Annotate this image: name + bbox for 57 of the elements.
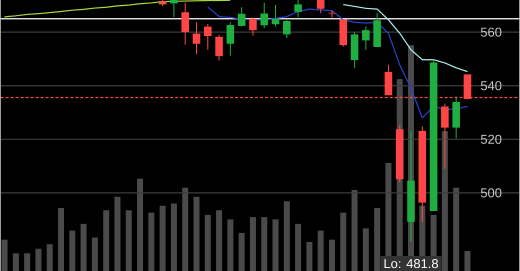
bar <box>35 248 42 271</box>
candlestick <box>249 16 257 36</box>
bar <box>328 240 335 271</box>
bar <box>453 188 460 271</box>
candlestick <box>384 64 392 96</box>
bar <box>284 201 290 271</box>
y-tick-label: 540 <box>480 80 502 90</box>
y-tick-label: 500 <box>480 188 502 198</box>
bar <box>148 212 154 271</box>
candlestick <box>316 0 324 14</box>
candlestick <box>170 0 178 18</box>
bar <box>69 230 76 271</box>
candlestick <box>283 19 291 38</box>
bar <box>114 196 120 271</box>
bar <box>12 253 19 271</box>
bar <box>204 214 211 271</box>
candlestick <box>181 2 189 46</box>
bar <box>92 237 98 271</box>
bar <box>318 230 324 271</box>
y-tick-label: 520 <box>480 134 502 144</box>
candlestick <box>215 34 223 61</box>
bar <box>362 228 369 271</box>
bar <box>295 224 302 271</box>
bar <box>464 250 470 271</box>
bar <box>340 212 346 271</box>
bar <box>24 253 30 271</box>
bar <box>352 190 358 271</box>
bar <box>170 203 177 271</box>
candlestick <box>260 2 268 28</box>
annotation: Lo: 481.8 <box>384 258 438 268</box>
bar <box>126 210 132 271</box>
candlestick <box>204 23 212 50</box>
bar <box>194 196 200 271</box>
bar <box>374 208 380 271</box>
bar <box>46 244 53 271</box>
bar <box>216 210 222 271</box>
candlestick <box>362 26 370 50</box>
candlestick <box>192 22 200 54</box>
bar <box>238 232 245 271</box>
candlestick <box>272 4 280 27</box>
bar <box>442 130 448 271</box>
bar <box>306 242 312 271</box>
bar <box>261 216 268 271</box>
bar <box>182 188 188 271</box>
bar <box>2 240 8 271</box>
bar <box>250 216 256 271</box>
bar <box>272 219 279 271</box>
candlestick <box>294 0 302 18</box>
bar <box>227 219 234 271</box>
candlestick <box>238 6 246 27</box>
bar <box>137 178 144 271</box>
bar <box>103 210 110 271</box>
bar <box>80 224 87 271</box>
bar <box>58 208 64 271</box>
candlestick <box>226 22 234 56</box>
y-tick-label: 560 <box>480 27 502 37</box>
bar <box>160 206 166 271</box>
